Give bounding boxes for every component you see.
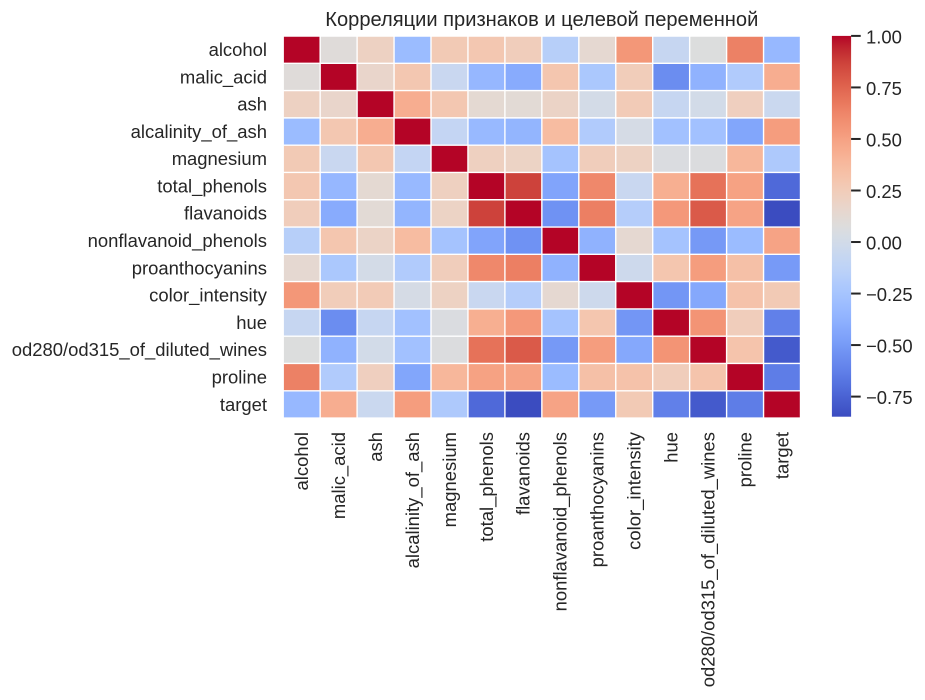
svg-text:0.25: 0.25 [866, 181, 902, 202]
svg-text:0.50: 0.50 [866, 130, 902, 151]
svg-text:hue: hue [661, 432, 682, 463]
svg-text:alcalinity_of_ash: alcalinity_of_ash [402, 432, 424, 568]
svg-text:1.00: 1.00 [866, 26, 902, 47]
svg-text:flavanoids: flavanoids [513, 432, 534, 515]
svg-text:target: target [771, 432, 792, 479]
svg-text:ash: ash [237, 94, 267, 115]
svg-text:0.00: 0.00 [866, 233, 902, 254]
svg-text:flavanoids: flavanoids [184, 203, 267, 224]
svg-text:malic_acid: malic_acid [328, 432, 350, 519]
svg-text:magnesium: magnesium [439, 432, 460, 527]
svg-text:total_phenols: total_phenols [476, 432, 498, 542]
svg-text:alcohol: alcohol [291, 432, 312, 490]
svg-text:proline: proline [212, 366, 267, 387]
svg-text:color_intensity: color_intensity [624, 431, 646, 550]
svg-text:nonflavanoid_phenols: nonflavanoid_phenols [550, 432, 572, 611]
svg-text:proanthocyanins: proanthocyanins [132, 257, 267, 278]
svg-text:0.75: 0.75 [866, 78, 902, 99]
svg-text:od280/od315_of_diluted_wines: od280/od315_of_diluted_wines [12, 339, 267, 361]
svg-text:ash: ash [365, 432, 386, 462]
svg-text:−0.75: −0.75 [866, 387, 913, 408]
svg-text:proline: proline [734, 432, 755, 487]
svg-text:hue: hue [236, 312, 267, 333]
svg-text:Корреляции признаков и целевой: Корреляции признаков и целевой переменно… [325, 9, 758, 31]
svg-text:−0.50: −0.50 [866, 336, 913, 357]
svg-text:−0.25: −0.25 [866, 284, 913, 305]
svg-text:alcohol: alcohol [209, 39, 267, 60]
svg-text:target: target [220, 394, 267, 415]
svg-text:nonflavanoid_phenols: nonflavanoid_phenols [88, 230, 267, 252]
svg-text:total_phenols: total_phenols [157, 175, 267, 197]
svg-text:malic_acid: malic_acid [180, 66, 267, 88]
svg-text:alcalinity_of_ash: alcalinity_of_ash [131, 121, 267, 143]
svg-text:color_intensity: color_intensity [149, 285, 268, 307]
svg-text:od280/od315_of_diluted_wines: od280/od315_of_diluted_wines [697, 432, 719, 687]
svg-text:proanthocyanins: proanthocyanins [587, 432, 608, 567]
svg-text:magnesium: magnesium [172, 148, 267, 169]
